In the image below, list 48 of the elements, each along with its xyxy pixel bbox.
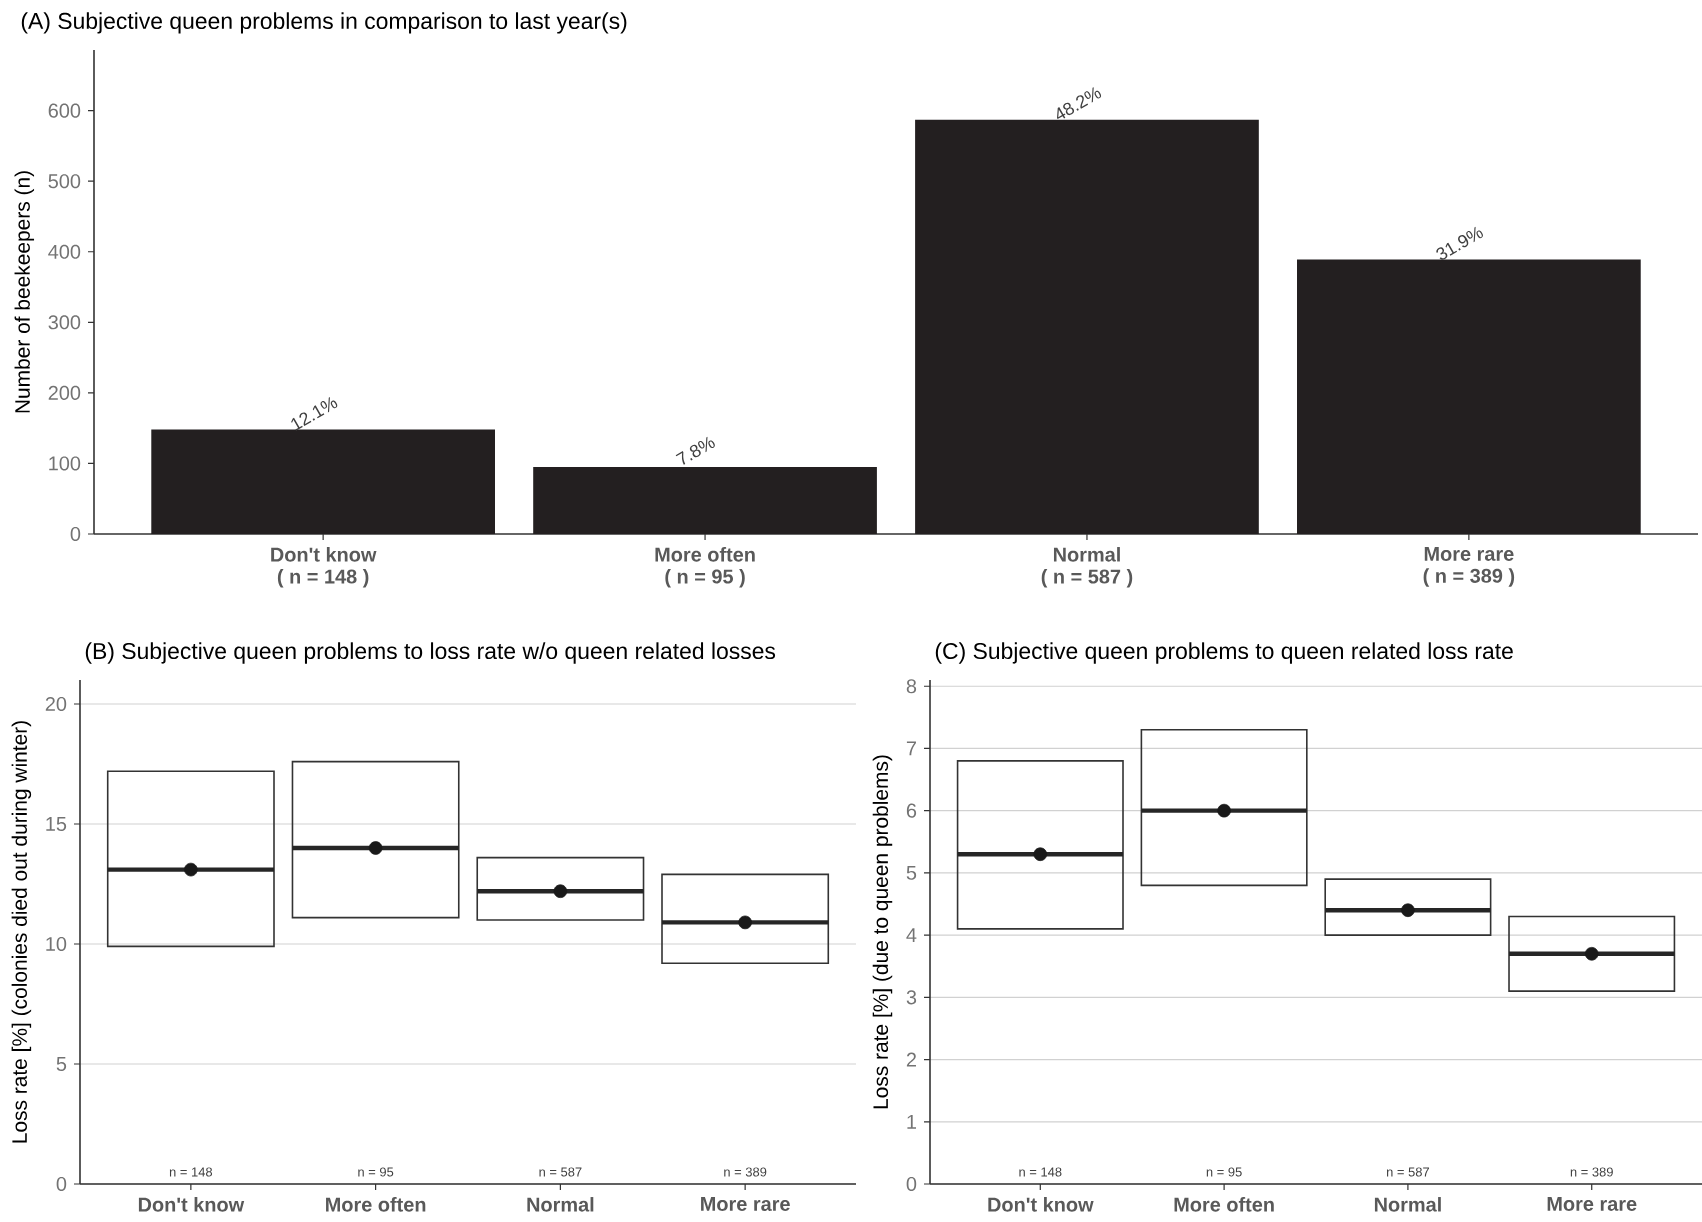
- y-tick-label: 5: [906, 865, 917, 880]
- x-tick-label: Don't know: [988, 1197, 1094, 1212]
- x-tick-label: More often: [1174, 1197, 1274, 1212]
- text: ( n = 587 ): [1041, 568, 1133, 588]
- x-tick-label: Normal: [1053, 547, 1120, 562]
- bar: [533, 466, 877, 534]
- x-tick-label: More rare: [1424, 547, 1514, 561]
- annotation: 7.8%: [675, 436, 715, 465]
- y-tick-label: 7: [906, 741, 916, 756]
- y-tick-label: 10: [46, 936, 67, 952]
- bar: [1297, 259, 1641, 534]
- y-tick-label: 3: [906, 990, 917, 1005]
- y-axis-title: Loss rate [%] (colonies died out during winter): [11, 721, 32, 1143]
- bar: [151, 429, 495, 534]
- chart-title: (C) Subjective queen problems to queen related loss rate: [935, 642, 1513, 664]
- y-tick-label: 300: [48, 315, 81, 330]
- x-tick-label: Normal: [527, 1197, 594, 1212]
- y-tick-label: 2: [906, 1052, 916, 1067]
- x-tick-label: More often: [326, 1197, 426, 1212]
- y-tick-label: 5: [56, 1057, 67, 1071]
- y-tick-label: 0: [906, 1176, 917, 1192]
- y-tick-label: 0: [70, 526, 81, 542]
- x-tick-label: More often: [655, 547, 755, 562]
- y-tick-label: 20: [45, 696, 67, 712]
- y-axis-title: Loss rate [%] (due to queen problems): [872, 755, 893, 1109]
- y-tick-label: 200: [48, 385, 81, 400]
- chart-title: (B) Subjective queen problems to loss rate w/o queen related losses: [85, 642, 776, 664]
- x-tick-label: More rare: [1547, 1197, 1637, 1211]
- x-tick-label: Don't know: [271, 547, 377, 562]
- y-tick-label: 8: [906, 679, 917, 694]
- text: ( n = 148 ): [277, 568, 369, 588]
- y-tick-label: 0: [56, 1176, 67, 1192]
- y-tick-label: 500: [48, 174, 81, 189]
- x-tick-label: Normal: [1374, 1197, 1441, 1212]
- y-tick-label: 4: [906, 928, 917, 942]
- bar: [915, 119, 1259, 534]
- x-tick-label: Don't know: [138, 1197, 245, 1212]
- chart-title: (A) Subjective queen problems in comparison to last year(s): [21, 12, 627, 34]
- text: ( n = 95 ): [665, 568, 745, 588]
- y-tick-label: 1: [907, 1114, 917, 1129]
- text: ( n = 389 ): [1423, 568, 1515, 587]
- y-axis-title: Number of beekeepers (n): [14, 171, 35, 413]
- y-tick-label: 400: [48, 244, 81, 259]
- y-tick-label: 6: [906, 803, 917, 818]
- x-tick-label: More rare: [701, 1197, 790, 1211]
- y-tick-label: 600: [48, 103, 81, 118]
- y-tick-label: 15: [46, 817, 67, 831]
- y-tick-label: 100: [49, 456, 81, 471]
